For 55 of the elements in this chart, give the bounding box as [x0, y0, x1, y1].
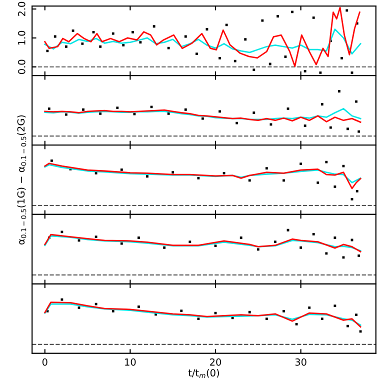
y-tick-label: 1.0 — [18, 30, 26, 45]
point — [99, 112, 102, 115]
x-tick-label: 20 — [210, 358, 222, 366]
point — [319, 71, 322, 74]
y-axis-title: α$_{0.1−0.5}$(1G) − α$_{0.1−0.5}$(2G) — [17, 115, 26, 244]
point — [358, 130, 360, 133]
point — [99, 45, 102, 48]
point — [167, 112, 170, 115]
point — [312, 232, 315, 236]
point — [334, 304, 336, 308]
point — [197, 318, 200, 320]
x-tick-label: 30 — [295, 358, 306, 366]
point — [152, 25, 156, 28]
point — [112, 32, 114, 35]
point — [320, 318, 324, 320]
point — [356, 190, 358, 192]
point — [325, 252, 328, 255]
point — [172, 171, 174, 174]
point — [120, 242, 123, 245]
point — [316, 181, 320, 184]
point — [60, 298, 64, 301]
point — [265, 167, 268, 170]
point — [248, 310, 251, 314]
point — [358, 254, 360, 257]
x-axis-title: t/t$_{m}$(0) — [188, 369, 219, 378]
point — [234, 60, 236, 62]
point — [94, 236, 98, 238]
point — [60, 230, 64, 234]
point — [184, 108, 187, 111]
point — [197, 176, 200, 180]
point — [94, 302, 98, 306]
point — [163, 246, 166, 249]
point — [167, 46, 170, 50]
line-series — [44, 6, 360, 67]
x-tick-label: 0 — [42, 358, 48, 366]
point — [308, 306, 311, 309]
point — [122, 44, 125, 46]
point — [346, 9, 348, 12]
point — [312, 16, 315, 19]
point — [116, 106, 119, 110]
point — [261, 19, 264, 22]
y-tick-label: 0.0 — [18, 60, 26, 74]
point — [120, 168, 123, 171]
x-tick-label: 10 — [125, 358, 136, 366]
point — [244, 38, 247, 41]
point — [236, 122, 238, 124]
point — [256, 248, 260, 251]
point — [248, 179, 251, 182]
point — [265, 318, 268, 320]
point — [225, 24, 228, 26]
line-series — [44, 28, 362, 55]
point — [300, 162, 302, 166]
y-tick-label: 2.0 — [18, 2, 26, 16]
point — [300, 246, 302, 249]
point — [334, 185, 336, 188]
